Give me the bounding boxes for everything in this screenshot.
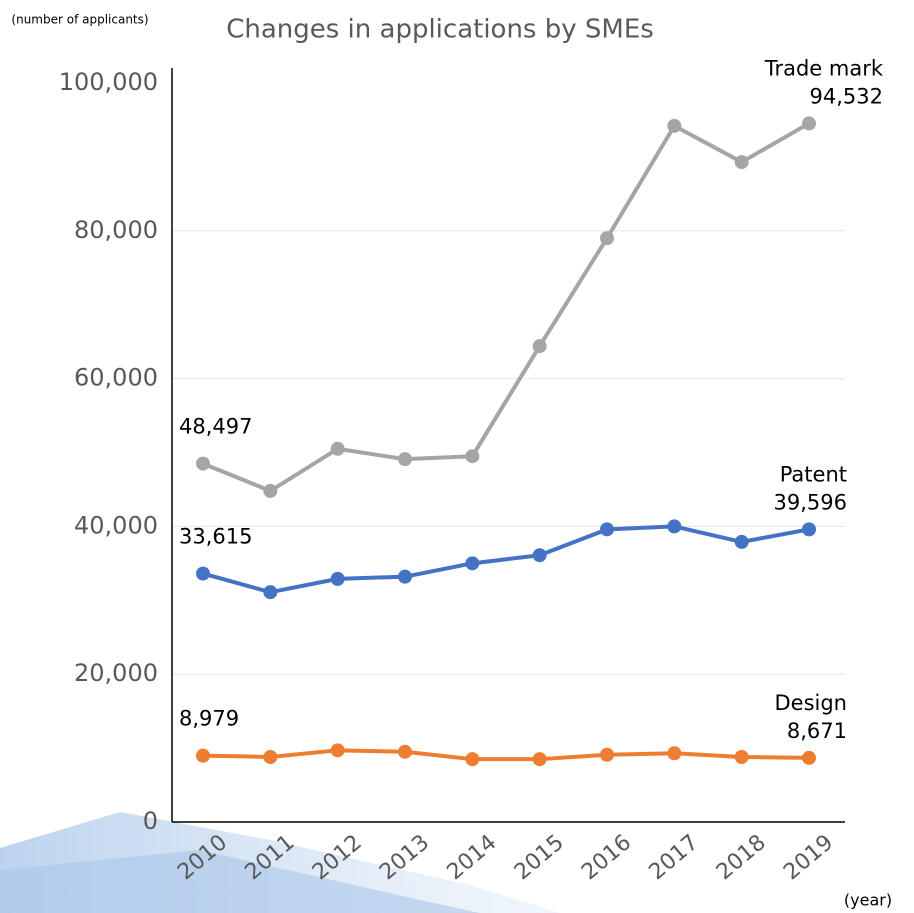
data-label: 33,615 — [179, 525, 252, 549]
y-axis-label: (number of applicants) — [11, 13, 148, 27]
series-line — [202, 121, 810, 493]
x-tick-label: 2019 — [779, 830, 838, 885]
data-point — [734, 155, 749, 170]
series-line — [202, 524, 810, 595]
data-point — [263, 749, 278, 764]
data-point — [600, 231, 614, 246]
data-point — [802, 750, 816, 765]
series-name: Patent — [780, 462, 847, 486]
data-point — [734, 534, 749, 549]
data-point — [263, 585, 278, 600]
x-tick-label: 2015 — [510, 830, 569, 885]
y-tick-label: 20,000 — [74, 659, 158, 687]
data-point — [532, 339, 547, 354]
data-point — [330, 743, 345, 758]
data-point — [532, 548, 547, 563]
data-point — [398, 744, 412, 759]
data-point — [532, 752, 547, 767]
data-point — [196, 566, 210, 581]
data-point — [667, 118, 682, 133]
data-point — [330, 441, 345, 456]
data-point — [465, 556, 480, 571]
x-tick-label: 2018 — [712, 830, 771, 885]
data-label: 8,671 — [787, 719, 847, 743]
chart-title: Changes in applications by SMEs — [226, 15, 654, 45]
data-label: 48,497 — [179, 415, 252, 439]
x-tick-label: 2014 — [443, 830, 502, 885]
data-point — [734, 749, 749, 764]
data-label: 39,596 — [774, 490, 847, 514]
y-tick-label: 60,000 — [74, 364, 158, 392]
data-point — [263, 483, 278, 498]
y-tick-label: 100,000 — [59, 68, 158, 96]
series-name: Trade mark — [764, 56, 884, 80]
data-point — [465, 449, 480, 464]
series-line — [202, 748, 810, 762]
data-point — [667, 519, 682, 534]
data-point — [600, 522, 614, 537]
data-point — [196, 456, 210, 471]
x-tick-label: 2016 — [577, 830, 636, 885]
y-tick-label: 80,000 — [74, 216, 158, 244]
data-point — [330, 571, 345, 586]
x-tick-label: 2017 — [645, 830, 704, 885]
y-tick-label: 0 — [143, 807, 158, 835]
data-point — [398, 569, 412, 584]
y-tick-label: 40,000 — [74, 511, 158, 539]
data-point — [802, 116, 816, 131]
data-point — [667, 746, 682, 761]
data-point — [465, 752, 480, 767]
data-point — [398, 452, 412, 467]
data-point — [196, 748, 210, 763]
background-swoosh — [0, 850, 480, 913]
data-point — [802, 522, 816, 537]
series-name: Design — [774, 691, 847, 715]
data-point — [600, 747, 614, 762]
data-label: 94,532 — [810, 84, 883, 108]
x-axis-label: (year) — [844, 891, 892, 910]
data-label: 8,979 — [179, 707, 239, 731]
